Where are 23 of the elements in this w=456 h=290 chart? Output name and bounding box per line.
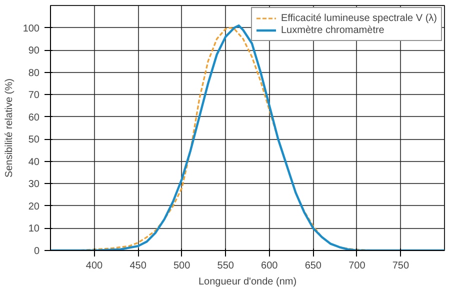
- x-tick-label: 700: [348, 260, 366, 272]
- y-tick-label: 90: [28, 46, 40, 57]
- y-tick-label: 10: [28, 224, 40, 235]
- legend-label: Efficacité lumineuse spectrale V (λ): [281, 12, 437, 24]
- y-tick-label: 70: [28, 90, 40, 102]
- y-tick-label: 60: [28, 112, 40, 124]
- y-tick-label: 40: [28, 156, 40, 168]
- y-tick-label: 50: [28, 134, 40, 146]
- y-tick-label: 100: [22, 23, 40, 34]
- y-tick-label: 0: [34, 246, 40, 257]
- x-tick-label: 650: [304, 260, 322, 272]
- y-tick-label: 30: [28, 179, 40, 190]
- x-tick-label: 750: [392, 260, 410, 272]
- y-tick-label: 80: [28, 68, 40, 79]
- legend-label: Luxmètre chromamètre: [281, 24, 384, 36]
- x-tick-label: 600: [261, 260, 278, 272]
- y-axis-title: Sensibilité relative (%): [4, 78, 15, 178]
- x-tick-label: 400: [86, 260, 104, 272]
- x-tick-label: 500: [173, 260, 191, 272]
- x-tick-label: 450: [130, 260, 147, 272]
- x-tick-label: 550: [217, 260, 234, 272]
- y-tick-label: 20: [28, 201, 40, 212]
- x-axis-title: Longueur d'onde (nm): [198, 276, 297, 288]
